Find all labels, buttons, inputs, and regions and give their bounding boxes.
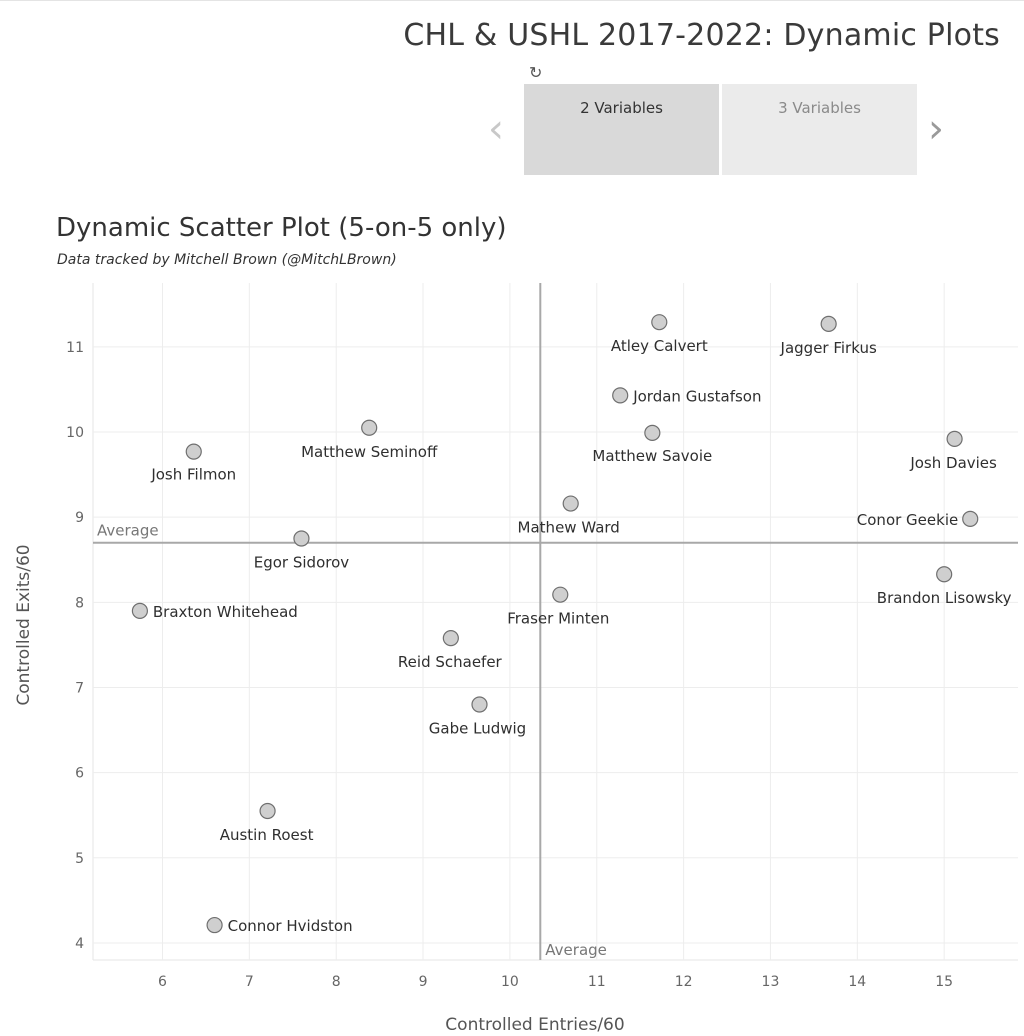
chart-subtitle: Data tracked by Mitchell Brown (@MitchLB… (57, 252, 397, 268)
data-point (361, 419, 378, 436)
point-label: Conor Geekie (857, 511, 958, 529)
data-point (206, 916, 223, 934)
y-tick-label: 5 (75, 851, 84, 867)
data-point (442, 630, 459, 647)
data-point (471, 696, 488, 713)
y-axis-label: Controlled Exits/60 (14, 544, 34, 705)
y-tick-label: 4 (75, 936, 84, 952)
data-point (259, 802, 276, 820)
point-label: Connor Hvidston (228, 917, 353, 935)
dashboard-title: CHL & USHL 2017-2022: Dynamic Plots (403, 18, 1000, 53)
y-tick-label: 11 (66, 340, 84, 356)
x-tick-label: 7 (245, 974, 254, 990)
x-tick-label: 11 (588, 974, 606, 990)
tick-labels: 6 7 8 9 10 11 12 13 14 15 4 5 6 7 8 9 10 11 (66, 340, 953, 990)
data-point (936, 566, 953, 583)
point-label: Braxton Whitehead (153, 603, 298, 621)
point-label: Josh Filmon (150, 466, 236, 484)
data-point (651, 314, 668, 331)
data-point (293, 530, 310, 547)
y-average-label: Average (97, 522, 159, 540)
point-label: Mathew Ward (518, 519, 620, 537)
average-lines: Average Average (93, 283, 1018, 960)
point-label: Atley Calvert (611, 337, 708, 355)
top-divider (0, 0, 1024, 1)
point-label: Matthew Savoie (592, 447, 712, 465)
x-tick-label: 14 (848, 974, 866, 990)
x-tick-label: 15 (935, 974, 953, 990)
y-tick-label: 9 (75, 510, 84, 526)
gridlines (92, 283, 1018, 961)
data-point (946, 430, 963, 447)
x-axis-label: Controlled Entries/60 (445, 1015, 624, 1035)
data-point (962, 510, 979, 527)
chart-title: Dynamic Scatter Plot (5-on-5 only) (56, 213, 507, 243)
point-label: Jordan Gustafson (632, 387, 761, 405)
point-label: Gabe Ludwig (429, 720, 526, 738)
point-label: Egor Sidorov (254, 553, 350, 571)
x-tick-label: 8 (332, 974, 341, 990)
y-tick-label: 6 (75, 766, 84, 782)
x-tick-label: 13 (762, 974, 780, 990)
point-label: Jagger Firkus (780, 339, 877, 357)
chevron-left-icon[interactable]: ‹ (488, 106, 504, 152)
chevron-right-icon[interactable]: › (928, 106, 944, 152)
x-tick-label: 10 (501, 974, 519, 990)
y-tick-label: 7 (75, 680, 84, 696)
x-tick-label: 12 (675, 974, 693, 990)
data-point (644, 424, 661, 441)
point-label: Austin Roest (220, 826, 314, 844)
x-tick-label: 9 (419, 974, 428, 990)
tab-3-variables[interactable]: 3 Variables (722, 84, 917, 175)
data-point (612, 387, 629, 404)
data-point (131, 602, 149, 619)
point-labels: Atley Calvert Jagger Firkus Jordan Gustafs… (150, 337, 1011, 935)
revert-icon[interactable]: ↻ (529, 63, 543, 82)
data-point (562, 495, 579, 512)
point-label: Reid Schaefer (398, 653, 503, 671)
point-label: Matthew Seminoff (301, 443, 438, 461)
data-point (552, 586, 569, 603)
data-points (131, 314, 979, 934)
tab-2-variables[interactable]: 2 Variables (524, 84, 719, 175)
data-point (820, 315, 837, 332)
y-tick-label: 8 (75, 595, 84, 611)
data-point (185, 443, 202, 460)
point-label: Josh Davies (909, 454, 997, 472)
x-average-label: Average (545, 941, 607, 959)
y-tick-label: 10 (66, 425, 84, 441)
x-tick-label: 6 (158, 974, 167, 990)
point-label: Brandon Lisowsky (877, 589, 1012, 607)
point-label: Fraser Minten (507, 610, 609, 628)
